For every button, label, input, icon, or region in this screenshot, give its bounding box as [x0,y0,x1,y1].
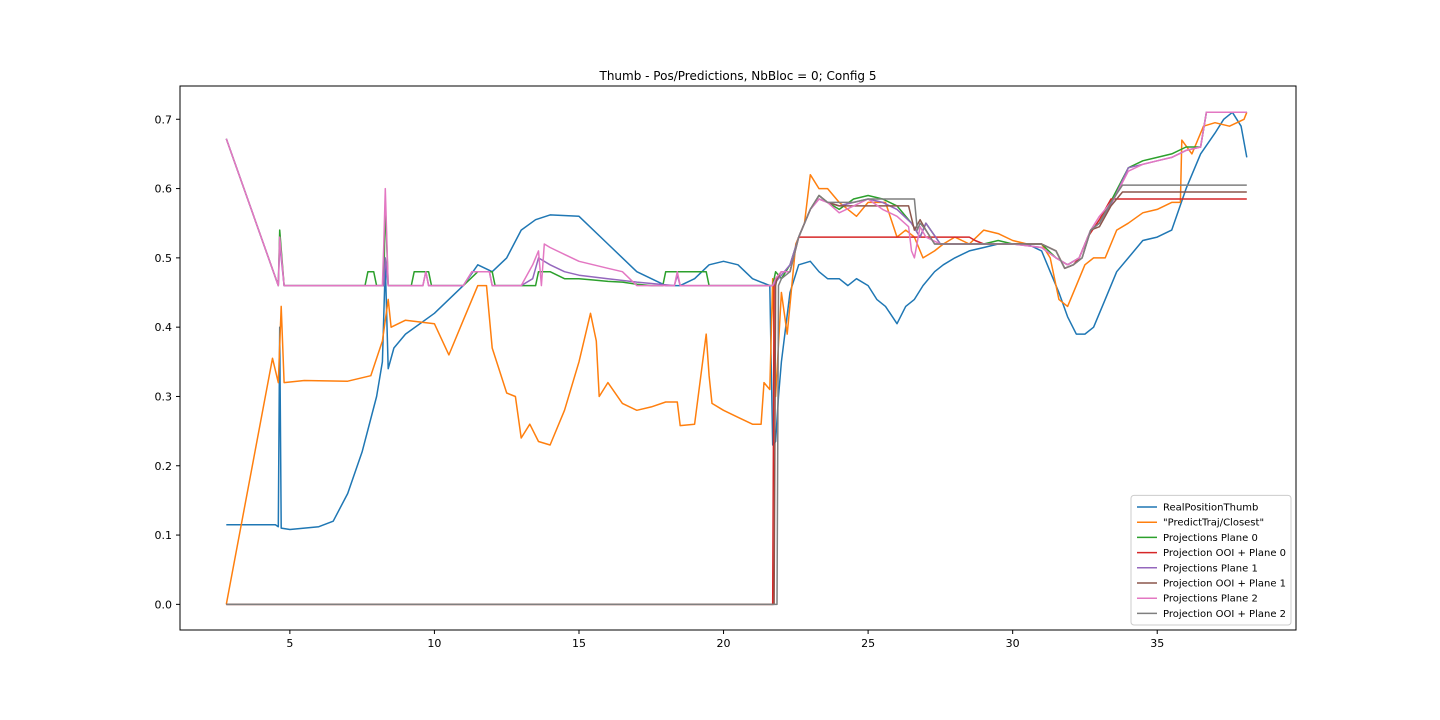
x-tick-label: 30 [1006,637,1020,650]
x-tick-label: 15 [572,637,586,650]
legend-label: Projection OOI + Plane 2 [1163,609,1286,620]
x-tick-label: 25 [861,637,875,650]
y-tick-label: 0.7 [155,113,173,126]
x-tick-label: 20 [717,637,731,650]
y-tick-label: 0.1 [155,529,173,542]
y-tick-label: 0.0 [155,598,173,611]
series-line-7 [226,184,1247,606]
x-tick-label: 10 [427,637,441,650]
y-tick-label: 0.3 [155,390,173,403]
x-tick-label: 5 [286,637,293,650]
chart-title: Thumb - Pos/Predictions, NbBloc = 0; Con… [599,69,877,83]
legend-box [1130,494,1292,626]
x-tick-label: 35 [1150,637,1164,650]
legend-label: "PredictTraj/Closest" [1163,518,1264,529]
legend-label: Projections Plane 0 [1163,533,1258,544]
axes: 5 10 15 20 25 30 35 0.0 0.1 0.2 0.3 0.4 0.5 0.6 0.7 [155,113,1165,650]
legend-label: Projection OOI + Plane 0 [1163,548,1286,559]
y-tick-label: 0.2 [155,460,173,473]
y-tick-label: 0.5 [155,252,173,265]
series-line-0 [226,111,1248,531]
series-line-6 [225,111,1247,287]
plot-area [225,111,1248,606]
legend-label: Projections Plane 2 [1163,594,1258,605]
legend-label: RealPositionThumb [1163,503,1258,514]
y-tick-label: 0.6 [155,183,173,196]
legend: RealPositionThumb "PredictTraj/Closest" Pr… [1130,494,1292,626]
legend-label: Projection OOI + Plane 1 [1163,579,1286,590]
legend-label: Projections Plane 1 [1163,563,1258,574]
plot-frame [179,85,1297,631]
y-tick-label: 0.4 [155,321,173,334]
